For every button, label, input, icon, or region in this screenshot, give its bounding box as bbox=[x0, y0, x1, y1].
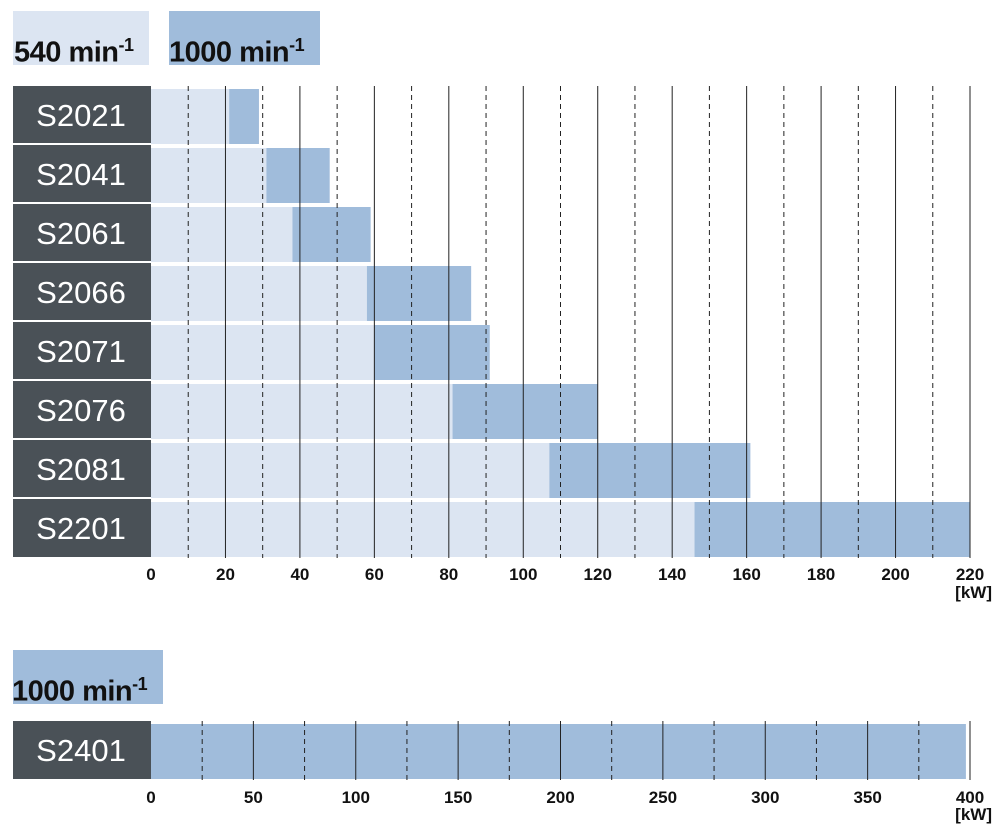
x-tick-label: 60 bbox=[365, 565, 384, 584]
x-tick-label: 180 bbox=[807, 565, 835, 584]
x-tick-label: 100 bbox=[342, 788, 370, 807]
category-label: S2201 bbox=[36, 511, 126, 546]
x-tick-label: 100 bbox=[509, 565, 537, 584]
category-label: S2081 bbox=[36, 452, 126, 487]
x-tick-label: 40 bbox=[290, 565, 309, 584]
legend-label-1000-bottom: 1000 min-1 bbox=[12, 674, 148, 708]
legend-1000-top bbox=[169, 11, 320, 65]
category-label: S2066 bbox=[36, 275, 126, 310]
bar-s2066-series-0 bbox=[151, 266, 367, 321]
x-tick-label: 200 bbox=[881, 565, 909, 584]
category-label-box bbox=[13, 440, 151, 498]
category-label-box bbox=[13, 322, 151, 380]
x-tick-label: 220 bbox=[956, 565, 984, 584]
category-label-box bbox=[13, 263, 151, 321]
x-tick-label: 160 bbox=[732, 565, 760, 584]
x-tick-label: 300 bbox=[751, 788, 779, 807]
legend-label-540: 540 min-1 bbox=[14, 35, 134, 69]
bar-s2061-series-1 bbox=[292, 207, 371, 262]
x-tick-label: 140 bbox=[658, 565, 686, 584]
category-label: S2401 bbox=[36, 733, 126, 768]
bar-s2021-series-1 bbox=[229, 89, 259, 144]
bar-s2081-series-1 bbox=[549, 443, 751, 498]
legend-540 bbox=[13, 11, 149, 65]
bar-s2076-series-0 bbox=[151, 384, 453, 439]
x-axis-unit: [kW] bbox=[955, 805, 992, 824]
x-tick-label: 20 bbox=[216, 565, 235, 584]
bar-s2201-series-0 bbox=[151, 502, 695, 557]
bar-s2071-series-0 bbox=[151, 325, 375, 380]
category-label-box bbox=[13, 499, 151, 557]
category-label-box bbox=[13, 86, 151, 144]
bar-s2071-series-1 bbox=[374, 325, 490, 380]
x-tick-label: 150 bbox=[444, 788, 472, 807]
bar-s2081-series-0 bbox=[151, 443, 550, 498]
category-label: S2076 bbox=[36, 393, 126, 428]
category-label-box bbox=[13, 204, 151, 262]
bar-s2401-series-0 bbox=[151, 724, 966, 779]
category-label: S2071 bbox=[36, 334, 126, 369]
x-tick-label: 120 bbox=[584, 565, 612, 584]
x-tick-label: 250 bbox=[649, 788, 677, 807]
x-tick-label: 80 bbox=[439, 565, 458, 584]
legend-1000-bottom bbox=[13, 650, 163, 704]
x-tick-label: 350 bbox=[853, 788, 881, 807]
category-label: S2061 bbox=[36, 216, 126, 251]
bar-s2061-series-0 bbox=[151, 207, 293, 262]
bar-s2066-series-1 bbox=[366, 266, 472, 321]
category-label: S2021 bbox=[36, 98, 126, 133]
bar-s2041-series-1 bbox=[266, 148, 330, 203]
bar-s2201-series-1 bbox=[694, 502, 970, 557]
x-tick-label: 400 bbox=[956, 788, 984, 807]
category-label-box bbox=[13, 381, 151, 439]
bar-s2021-series-0 bbox=[151, 89, 230, 144]
category-label: S2041 bbox=[36, 157, 126, 192]
x-tick-label: 0 bbox=[146, 788, 155, 807]
x-tick-label: 200 bbox=[546, 788, 574, 807]
category-label-box bbox=[13, 145, 151, 203]
legend-label-1000-top: 1000 min-1 bbox=[169, 35, 305, 69]
x-tick-label: 50 bbox=[244, 788, 263, 807]
category-label-box bbox=[13, 721, 151, 779]
x-tick-label: 0 bbox=[146, 565, 155, 584]
x-axis-unit: [kW] bbox=[955, 583, 992, 602]
bar-s2076-series-1 bbox=[452, 384, 598, 439]
bar-s2041-series-0 bbox=[151, 148, 267, 203]
